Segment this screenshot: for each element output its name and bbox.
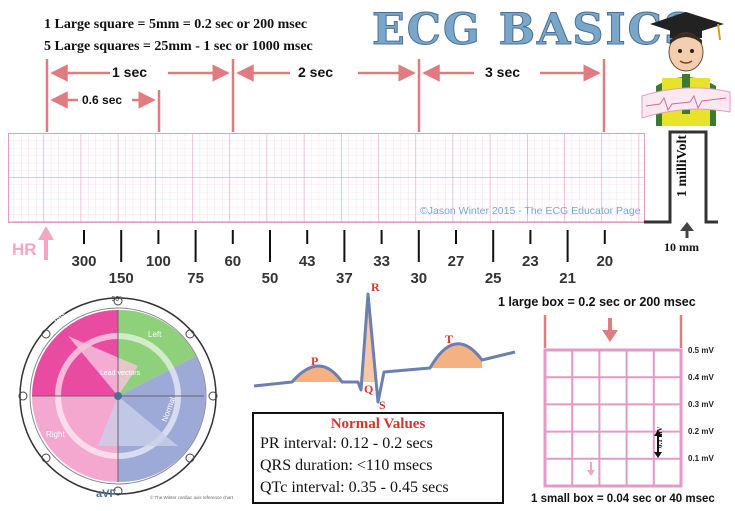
ecg-paper-strip [8,133,645,223]
quadrant-left: Left [148,330,162,339]
axis-center-text: Lead vectors [100,370,141,377]
wave-label-t: T [445,332,454,346]
wave-label-p: P [311,354,319,368]
hr-value: 33 [373,253,390,270]
label-0-6-sec: 0.6 sec [82,93,123,107]
hr-value: 37 [336,270,353,287]
page-title: ECG BASICS [372,5,697,56]
side-mv-label: 0.1 mV [656,426,664,448]
hr-value: 100 [145,253,171,270]
hr-ruler [38,226,606,262]
label-2-sec: 2 sec [298,64,334,80]
educator-avatar-icon [641,12,731,126]
axis-bottom-label: aVF [96,488,117,500]
normal-values-box: Normal Values PR interval: 0.12 - 0.2 se… [252,412,504,504]
calibration-pulse [644,130,718,238]
mv-label: 0.3 mV [688,400,714,409]
header-line-1: 1 Large square = 5mm = 0.2 sec or 200 ms… [44,17,308,32]
mv-label: 0.4 mV [688,373,714,382]
normal-values-title: Normal Values [330,416,426,432]
pr-interval: PR interval: 0.12 - 0.2 secs [260,435,433,452]
mv-label: 0.5 mV [688,346,714,355]
hr-value: 60 [224,253,242,270]
label-1-sec: 1 sec [112,64,148,80]
label-3-sec: 3 sec [485,64,521,80]
wave-label-q: Q [364,382,374,396]
wave-label-r: R [371,280,380,294]
hr-value: 43 [298,253,316,270]
pqrst-waveform [253,292,516,404]
label-10mm: 10 mm [664,240,699,254]
hr-value: 30 [410,270,428,287]
hr-value: 20 [596,253,614,270]
hr-values: 300 150 100 75 60 50 43 37 33 30 27 25 23 21 20 [71,253,614,287]
label-hr: HR [12,240,37,259]
small-box-caption: 1 small box = 0.04 sec or 40 msec [531,493,715,505]
quadrant-right: Right [46,430,65,439]
axis-top-label: -90° [109,296,122,303]
mv-labels: 0.5 mV 0.4 mV 0.3 mV 0.2 mV 0.1 mV [688,0,735,511]
large-box-caption: 1 large box = 0.2 sec or 200 msec [498,295,696,309]
hr-value: 21 [559,270,576,287]
header-line-2: 5 Large squares = 25mm - 1 sec or 1000 m… [44,39,313,54]
hr-value: 75 [187,270,204,287]
qrs-duration: QRS duration: <110 msecs [260,457,433,474]
hr-value: 300 [71,253,97,270]
hr-value: 25 [484,270,502,287]
wave-label-s: S [379,398,386,412]
cardiac-axis-wheel [18,296,218,496]
hr-value: 50 [261,270,279,287]
large-box-grid [543,315,683,488]
hr-value: 23 [522,253,539,270]
copyright-text: ©Jason Winter 2015 - The ECG Educator Pa… [420,205,641,217]
mv-label: 0.1 mV [688,454,714,463]
mv-label: 0.2 mV [688,427,714,436]
hr-value: 150 [108,270,134,287]
hr-value: 27 [447,253,465,270]
axis-footer: © The Winter cardiac axis reference char… [150,495,234,500]
qtc-interval: QTc interval: 0.35 - 0.45 secs [260,479,449,496]
